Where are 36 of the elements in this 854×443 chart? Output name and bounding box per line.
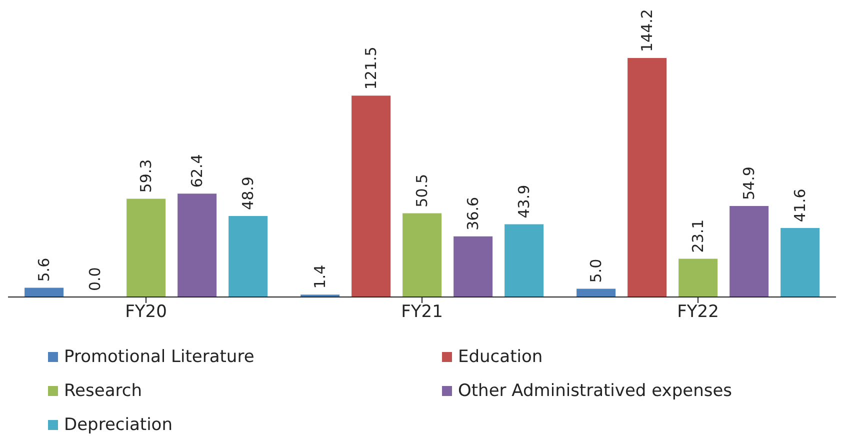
bar [628,58,667,297]
data-label: 48.9 [239,176,258,210]
data-label: 36.6 [464,196,482,230]
bar [402,213,442,297]
x-tick-label: FY21 [401,302,443,322]
data-label: 5.0 [587,258,606,283]
bar [678,258,718,297]
data-label: 54.9 [740,166,758,200]
bar [352,96,391,297]
data-label: 41.6 [791,188,810,222]
bar [24,288,64,297]
data-label: 121.5 [362,46,380,90]
bar [228,216,268,297]
bar [576,288,616,297]
x-tick-label: FY20 [125,302,167,322]
bar [730,206,769,297]
data-label: 23.1 [689,219,708,253]
data-label: 62.4 [188,154,206,188]
data-label: 1.4 [311,264,330,289]
x-tick-label: FY22 [677,302,719,322]
data-label: 0.0 [86,267,104,291]
bar [126,198,166,297]
data-label: 43.9 [515,184,534,218]
bar [178,194,217,297]
legend-label: Depreciation [64,415,172,435]
bar [504,224,544,297]
data-label: 50.5 [413,174,432,208]
bar [454,236,493,297]
legend-label: Education [458,347,543,367]
data-label: 144.2 [638,9,656,52]
bar [780,228,820,297]
legend-label: Other Administratived expenses [458,381,732,401]
data-label: 59.3 [137,159,156,193]
data-label: 5.6 [35,258,54,282]
legend-label: Promotional Literature [64,347,254,367]
legend-label: Research [64,381,142,401]
